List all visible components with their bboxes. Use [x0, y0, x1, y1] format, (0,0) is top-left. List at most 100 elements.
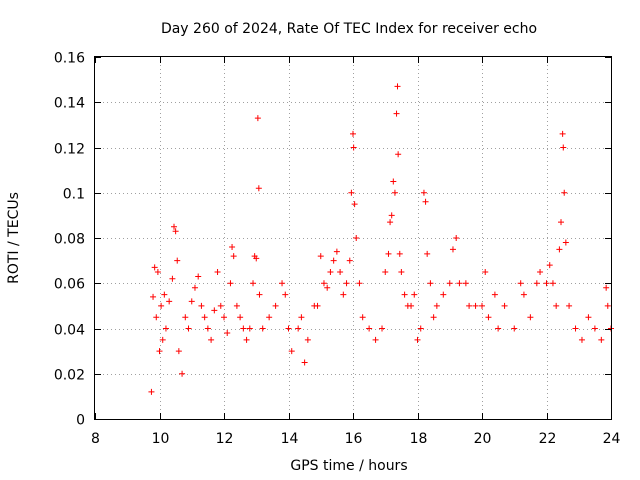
- data-point: [237, 314, 244, 321]
- data-point: [372, 336, 379, 343]
- data-point: [556, 246, 563, 253]
- data-point: [549, 280, 556, 287]
- data-point: [246, 325, 253, 332]
- data-point: [148, 388, 155, 395]
- data-point: [353, 235, 360, 241]
- data-point: [158, 302, 165, 309]
- y-tick-label: 0.14: [54, 96, 85, 112]
- data-point: [162, 325, 169, 332]
- data-point: [591, 325, 598, 332]
- plot-frame: [94, 56, 612, 420]
- data-point: [561, 189, 568, 196]
- data-point: [330, 257, 337, 264]
- data-point: [388, 212, 395, 219]
- y-tick-label: 0: [76, 413, 85, 429]
- data-point: [543, 280, 550, 287]
- data-point: [520, 291, 527, 298]
- data-point: [391, 189, 398, 196]
- data-point: [560, 144, 567, 151]
- data-point: [537, 268, 544, 275]
- data-point: [422, 198, 429, 205]
- data-point: [356, 280, 363, 287]
- data-point: [172, 228, 179, 235]
- data-point: [153, 314, 160, 321]
- data-point: [240, 325, 247, 332]
- data-point: [259, 325, 266, 332]
- data-point: [390, 178, 397, 185]
- data-point: [449, 246, 456, 253]
- data-point: [466, 302, 473, 309]
- data-point: [366, 325, 373, 332]
- y-tick-label: 0.08: [54, 232, 85, 248]
- data-point: [150, 293, 157, 300]
- data-point: [491, 291, 498, 298]
- data-point: [401, 291, 408, 298]
- data-point: [327, 268, 334, 275]
- data-point: [295, 325, 302, 332]
- data-point: [517, 280, 524, 287]
- y-axis-label: ROTI / TECUs: [6, 192, 22, 284]
- data-point: [424, 250, 431, 257]
- data-point: [393, 110, 400, 117]
- x-tick-label: 14: [281, 431, 299, 447]
- data-point: [255, 185, 262, 192]
- data-point: [208, 336, 215, 343]
- data-point: [151, 264, 158, 271]
- y-tick-label: 0.12: [54, 142, 85, 158]
- data-point: [382, 268, 389, 275]
- y-tick-label: 0.02: [54, 368, 85, 384]
- data-point: [420, 189, 427, 196]
- data-point: [482, 268, 489, 275]
- data-point: [604, 302, 611, 309]
- x-tick-label: 10: [152, 431, 170, 447]
- data-point: [346, 257, 353, 264]
- data-point: [485, 314, 492, 321]
- data-point: [188, 298, 195, 305]
- data-point: [533, 280, 540, 287]
- data-point: [411, 291, 418, 298]
- data-point: [472, 302, 479, 309]
- data-point: [351, 201, 358, 208]
- data-point: [553, 302, 560, 309]
- data-point: [350, 144, 357, 151]
- data-point: [288, 348, 295, 355]
- data-point: [201, 314, 208, 321]
- x-tick-label: 16: [345, 431, 363, 447]
- data-point: [408, 302, 415, 309]
- data-point: [227, 280, 234, 287]
- data-point: [430, 314, 437, 321]
- data-point: [527, 314, 534, 321]
- data-point: [348, 189, 355, 196]
- data-point: [340, 291, 347, 298]
- data-point: [198, 302, 205, 309]
- data-point: [285, 325, 292, 332]
- x-tick-label: 18: [410, 431, 428, 447]
- data-point: [191, 284, 198, 291]
- data-point: [314, 302, 321, 309]
- data-point: [195, 273, 202, 280]
- data-point: [253, 255, 260, 262]
- y-tick-label: 0.04: [54, 323, 85, 339]
- data-point: [317, 253, 324, 260]
- data-point: [603, 284, 610, 291]
- y-tick-label: 0.16: [54, 51, 85, 67]
- data-point: [462, 280, 469, 287]
- data-point: [266, 314, 273, 321]
- data-point: [396, 250, 403, 257]
- data-point: [414, 336, 421, 343]
- data-point: [171, 223, 178, 230]
- x-tick-label: 20: [474, 431, 492, 447]
- data-point: [224, 330, 231, 337]
- data-point: [233, 302, 240, 309]
- data-point: [427, 280, 434, 287]
- data-point: [598, 336, 605, 343]
- data-point: [256, 291, 263, 298]
- data-point: [446, 280, 453, 287]
- data-point: [566, 302, 573, 309]
- data-point: [343, 280, 350, 287]
- data-point: [301, 359, 308, 366]
- data-point: [558, 219, 565, 226]
- data-point: [495, 325, 502, 332]
- data-point: [211, 307, 218, 314]
